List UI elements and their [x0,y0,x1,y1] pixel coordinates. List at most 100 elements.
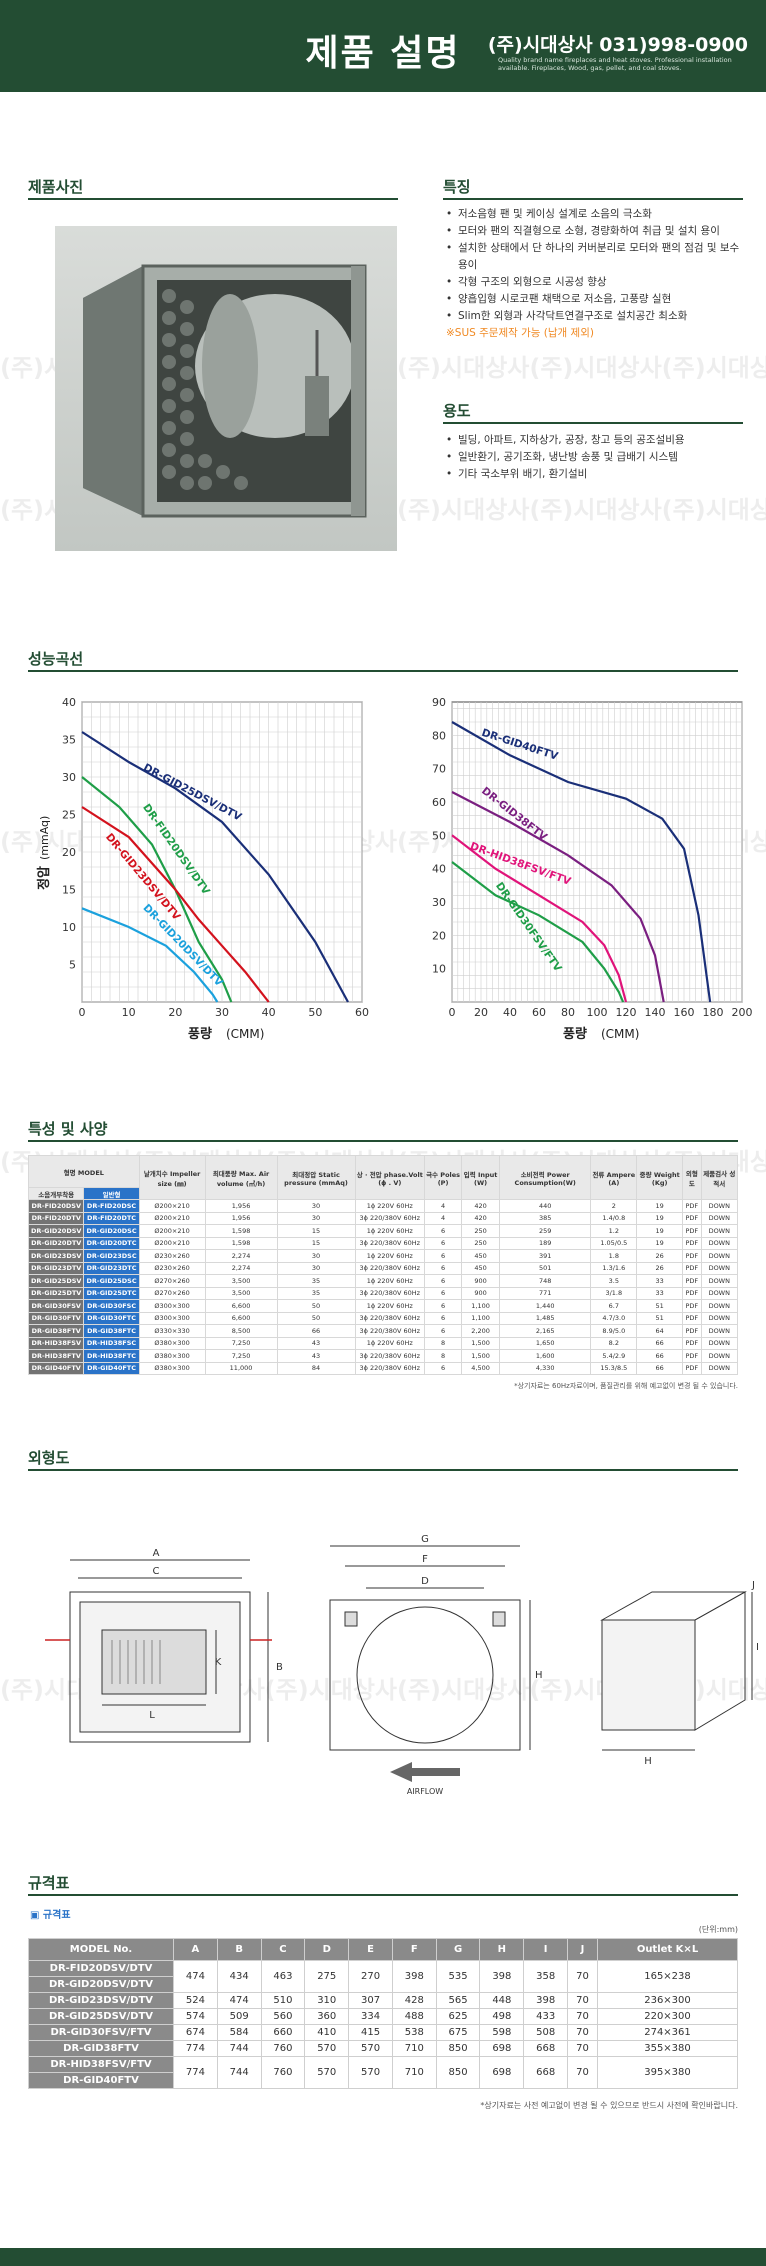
table-cell: DR-GID23DTV [27,1261,85,1275]
table-cell: 3,500 [204,1274,278,1288]
list-item: 일반환기, 공기조화, 냉난방 송풍 및 급배기 시스템 [446,449,746,466]
pdf-link[interactable]: PDF [682,1324,702,1338]
table-cell: DR-GID30FSC [83,1299,140,1313]
table-cell: DR-GID20DTV [27,1236,85,1250]
table-cell: Ø200×210 [138,1236,206,1250]
download-link[interactable]: DOWN [700,1286,739,1300]
dim-label: I [756,1642,759,1653]
table-cell: 1,485 [499,1311,592,1325]
table-cell: 355×380 [597,2040,738,2057]
table-cell: 4 [424,1211,463,1225]
download-link[interactable]: DOWN [700,1311,739,1325]
table-cell: 508 [523,2024,569,2041]
dims-note: *상기자료는 사전 예고없이 변경 될 수 있으므로 반드시 사전에 확인바랍니… [480,2101,738,2110]
spec-header: 극수 Poles (P) [424,1155,463,1200]
download-link[interactable]: DOWN [700,1349,739,1363]
table-cell: 501 [499,1261,592,1275]
spec-table: 형명 MODEL 날개치수 Impeller size (㎜) 최대풍량 Max… [27,1155,739,1375]
list-item: 빌딩, 아파트, 지하상가, 공장, 창고 등의 공조설비용 [446,432,746,449]
download-link[interactable]: DOWN [700,1274,739,1288]
table-cell: 538 [391,2024,437,2041]
pdf-link[interactable]: PDF [682,1211,702,1225]
page-header: 제품 설명 (주)시대상사 031)998-0900 Quality brand… [0,0,766,92]
download-link[interactable]: DOWN [700,1336,739,1350]
table-cell: 70 [567,2008,598,2025]
table-cell: 574 [173,2008,218,2025]
download-link[interactable]: DOWN [700,1299,739,1313]
pdf-link[interactable]: PDF [682,1261,702,1275]
table-row: DR-FID20DTV DR-FID20DTC Ø200×210 1,956 30 3ϕ … [27,1211,739,1225]
download-link[interactable]: DOWN [700,1261,739,1275]
pdf-link[interactable]: PDF [682,1274,702,1288]
outline-drawing: A C K B L G F D H J I H AIRFLOW [45,1534,759,1796]
pdf-link[interactable]: PDF [682,1199,702,1213]
y-tick-label: 40 [62,696,76,709]
table-cell: 570 [348,2040,393,2057]
table-cell: DR-GID20DSC [83,1224,140,1238]
table-cell: 8 [424,1349,463,1363]
table-cell: DR-HID38FTC [83,1349,140,1363]
download-link[interactable]: DOWN [700,1211,739,1225]
series-line [451,791,665,1003]
list-item: 기타 국소부위 배기, 환기설비 [446,466,746,483]
section-title-spec: 특성 및 사양 [28,1120,108,1138]
download-link[interactable]: DOWN [700,1224,739,1238]
table-cell: 3ϕ 220/380V 60Hz [354,1311,426,1325]
table-cell: 668 [523,2056,569,2089]
table-cell: 1,598 [204,1236,278,1250]
dims-header: MODEL No. [28,1938,174,1961]
table-cell: 3ϕ 220/380V 60Hz [354,1211,426,1225]
pdf-link[interactable]: PDF [682,1224,702,1238]
x-tick-label: 200 [732,1006,753,1019]
table-cell: 7,250 [204,1336,278,1350]
page-title: 제품 설명 [305,33,461,74]
dim-label: B [276,1662,283,1673]
table-cell: 1,650 [499,1336,592,1350]
table-cell: 2,200 [461,1324,501,1338]
table-cell: 270 [348,1960,393,1993]
table-cell: 15 [276,1236,356,1250]
x-tick-label: 0 [79,1006,86,1019]
model-cell: DR-GID23DSV/DTV [28,1992,174,2009]
pdf-link[interactable]: PDF [682,1286,702,1300]
dim-label: G [421,1534,429,1545]
model-cell: DR-GID30FSV/FTV [28,2024,174,2041]
table-cell: 3ϕ 220/380V 60Hz [354,1261,426,1275]
table-cell: 6,600 [204,1299,278,1313]
table-cell: DR-FID20DTC [83,1211,140,1225]
pdf-link[interactable]: PDF [682,1299,702,1313]
y-tick-label: 20 [432,929,446,942]
table-row: DR-GID30FSV DR-GID30FSC Ø300×300 6,600 50 1ϕ … [27,1299,739,1313]
x-tick-label: 40 [503,1006,517,1019]
dims-unit: (단위:mm) [698,1925,738,1934]
table-cell: 1,100 [461,1311,501,1325]
download-link[interactable]: DOWN [700,1324,739,1338]
download-link[interactable]: DOWN [700,1361,739,1375]
dims-header: I [523,1938,569,1961]
pdf-link[interactable]: PDF [682,1311,702,1325]
list-item: 설치한 상태에서 단 하나의 커버분리로 모터와 팬의 점검 및 보수 용이 [446,240,746,274]
table-row: DR-HID38FSV DR-HID38FSC Ø380×300 7,250 43 1ϕ … [27,1336,739,1350]
section-title-curve: 성능곡선 [28,650,84,668]
pdf-link[interactable]: PDF [682,1361,702,1375]
table-cell: 2,274 [204,1249,278,1263]
spec-note: *상기자료는 60Hz자료이며, 품질관리를 위해 예고없이 변경 될 수 있습… [514,1382,738,1390]
table-cell: 450 [461,1261,501,1275]
y-tick-label: 35 [62,734,76,747]
model-cell: DR-GID38FTV [28,2040,174,2057]
download-link[interactable]: DOWN [700,1199,739,1213]
table-cell: 307 [348,1992,393,2009]
pdf-link[interactable]: PDF [682,1249,702,1263]
download-link[interactable]: DOWN [700,1249,739,1263]
y-tick-label: 25 [62,809,76,822]
download-link[interactable]: DOWN [700,1236,739,1250]
spec-header: 제품검사 성적서 [700,1155,739,1200]
spec-header: 외형도 [682,1155,702,1200]
pdf-link[interactable]: PDF [682,1236,702,1250]
table-cell: 250 [461,1224,501,1238]
table-cell: 5.4/2.9 [590,1349,638,1363]
feature-list: 저소음형 팬 및 케이싱 설계로 소음의 극소화 모터와 팬의 직결형으로 소형… [446,206,746,325]
pdf-link[interactable]: PDF [682,1349,702,1363]
table-cell: 1.8 [590,1249,638,1263]
pdf-link[interactable]: PDF [682,1336,702,1350]
